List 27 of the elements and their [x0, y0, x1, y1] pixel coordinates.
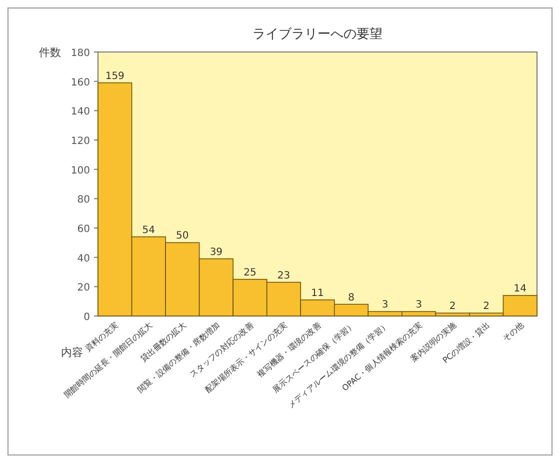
data-label: 2	[483, 301, 490, 312]
y-tick-label: 0	[84, 312, 90, 323]
data-label: 3	[416, 300, 422, 311]
y-tick-label: 180	[70, 48, 90, 59]
y-tick-label: 120	[70, 136, 90, 147]
x-tick-label: その他	[501, 320, 526, 343]
chart-title: ライブラリーへの要望	[252, 27, 382, 42]
data-label: 25	[244, 267, 256, 278]
data-label: 8	[348, 292, 354, 304]
data-label: 159	[105, 70, 124, 82]
y-tick-label: 20	[77, 282, 90, 294]
data-label: 39	[210, 246, 223, 258]
data-label: 11	[311, 288, 324, 299]
data-label: 14	[514, 283, 526, 294]
y-tick-label: 60	[77, 224, 90, 235]
data-label: 3	[382, 300, 388, 311]
y-tick-label: 160	[70, 77, 90, 88]
y-axis-title: 件数	[39, 46, 61, 59]
data-label: 50	[176, 230, 189, 242]
y-tick-label: 40	[77, 253, 90, 264]
x-axis-title: 内容	[61, 346, 83, 359]
data-label: 54	[142, 224, 156, 236]
data-label: 2	[449, 301, 456, 312]
data-label: 23	[277, 270, 290, 282]
y-tick-label: 100	[70, 165, 90, 176]
y-tick-label: 80	[77, 194, 90, 206]
y-tick-label: 140	[70, 106, 90, 118]
